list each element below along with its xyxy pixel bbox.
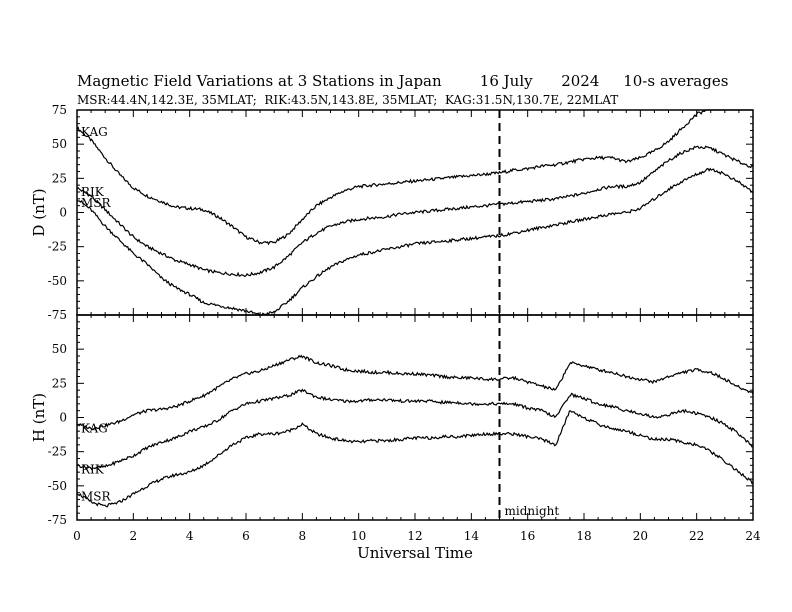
series-label-msr: MSR: [81, 490, 112, 504]
series-label-msr: MSR: [81, 196, 112, 210]
x-tick-label: 16: [520, 529, 535, 543]
series-line-rik: [76, 388, 754, 471]
y-tick-label: 25: [52, 376, 67, 390]
x-tick-label: 8: [299, 529, 307, 543]
x-tick-label: 10: [351, 529, 366, 543]
series-line-msr: [76, 167, 754, 316]
x-tick-label: 24: [745, 529, 761, 543]
y-tick-label: -25: [48, 445, 67, 459]
x-tick-label: 4: [186, 529, 194, 543]
x-tick-label: 14: [464, 529, 480, 543]
midnight-label: midnight: [505, 504, 560, 518]
y-tick-label: 50: [52, 342, 67, 356]
series-line-rik: [76, 145, 754, 278]
y-tick-label: 75: [52, 103, 67, 117]
y-axis-label: H (nT): [30, 393, 48, 442]
x-axis-label: Universal Time: [357, 544, 473, 562]
panel-frame-2: [76, 314, 754, 521]
x-tick-label: 18: [576, 529, 591, 543]
station-coordinates-subtitle: MSR:44.4N,142.3E, 35MLAT; RIK:43.5N,143.…: [77, 93, 619, 107]
y-tick-label: 0: [59, 411, 67, 425]
x-tick-label: 12: [407, 529, 422, 543]
series-label-rik: RIK: [81, 462, 105, 476]
y-tick-label: -75: [48, 513, 67, 527]
y-tick-label: -50: [48, 479, 67, 493]
y-tick-label: 25: [52, 171, 67, 185]
series-label-kag: KAG: [81, 421, 108, 435]
y-tick-label: 0: [59, 206, 67, 220]
series-label-kag: KAG: [81, 125, 108, 139]
x-tick-label: 22: [689, 529, 704, 543]
y-tick-label: -75: [48, 308, 67, 322]
x-tick-label: 20: [633, 529, 648, 543]
chart-title: Magnetic Field Variations at 3 Stations …: [77, 72, 729, 90]
x-tick-label: 2: [130, 529, 138, 543]
y-tick-label: 50: [52, 137, 67, 151]
y-tick-label: -50: [48, 274, 67, 288]
series-line-kag: [76, 109, 753, 246]
series-line-kag: [76, 354, 754, 430]
series-line-msr: [76, 410, 754, 508]
y-tick-label: -25: [48, 240, 67, 254]
x-tick-label: 6: [242, 529, 250, 543]
y-axis-label: D (nT): [30, 188, 48, 236]
series-label-rik: RIK: [81, 185, 105, 199]
x-tick-label: 0: [73, 529, 81, 543]
